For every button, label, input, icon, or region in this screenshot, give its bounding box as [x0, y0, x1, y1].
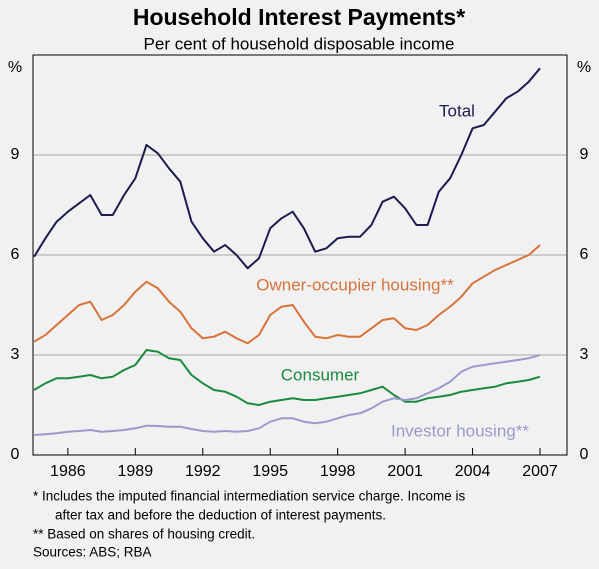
y-tick-label: 9	[11, 146, 20, 163]
x-tick-label: 2007	[522, 463, 558, 480]
y-tick-label-right: 6	[580, 246, 589, 263]
series-line	[34, 354, 541, 436]
y-unit-right: %	[577, 59, 591, 76]
x-tick-label: 1989	[118, 463, 154, 480]
series-label: Total	[439, 101, 475, 120]
series-label: Owner-occupier housing**	[256, 275, 454, 294]
y-tick-label: 6	[11, 246, 20, 263]
footnote: ** Based on shares of housing credit.	[33, 527, 255, 542]
x-tick-label: 1995	[252, 463, 288, 480]
y-unit-left: %	[8, 59, 22, 76]
plot-frame	[32, 54, 568, 456]
series-line	[33, 244, 541, 345]
series-label: Investor housing**	[391, 421, 529, 440]
footnote: after tax and before the deduction of in…	[55, 508, 386, 523]
y-tick-label-right: 9	[580, 146, 589, 163]
chart-title: Household Interest Payments*	[133, 4, 465, 30]
y-tick-label: 0	[11, 446, 20, 463]
y-tick-label: 3	[11, 346, 20, 363]
series-label: Consumer	[281, 365, 360, 384]
x-tick-label: 1998	[320, 463, 356, 480]
x-tick-label: 1986	[50, 463, 86, 480]
y-tick-label-right: 3	[580, 346, 589, 363]
x-tick-label: 2004	[455, 463, 491, 480]
sources: Sources: ABS; RBA	[33, 545, 152, 560]
y-tick-label-right: 0	[580, 446, 589, 463]
series-line	[33, 349, 541, 406]
footnote: * Includes the imputed financial interme…	[33, 489, 465, 504]
x-tick-label: 2001	[387, 463, 423, 480]
chart-subtitle: Per cent of household disposable income	[144, 34, 455, 53]
series-line	[33, 67, 541, 270]
x-tick-label: 1992	[185, 463, 221, 480]
